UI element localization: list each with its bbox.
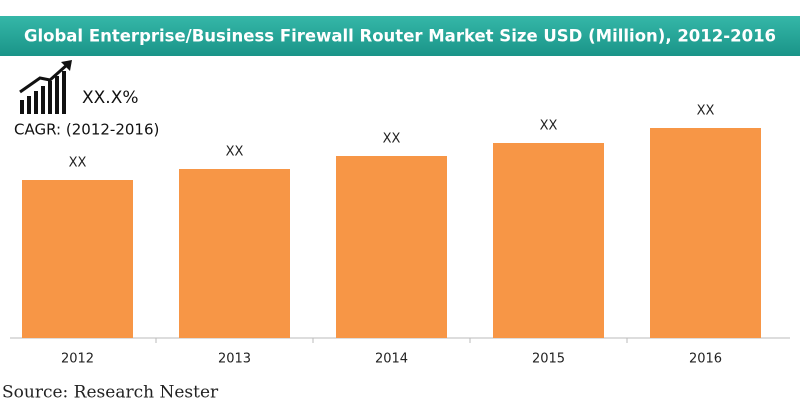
growth-icon bbox=[19, 60, 72, 114]
x-tick-label: 2016 bbox=[689, 352, 722, 367]
value-label: XX bbox=[697, 104, 715, 119]
x-tick-label: 2012 bbox=[61, 352, 94, 367]
bar bbox=[179, 169, 290, 338]
value-label: XX bbox=[383, 132, 401, 147]
value-label: XX bbox=[540, 119, 558, 134]
bar bbox=[650, 128, 761, 338]
bar bbox=[493, 143, 604, 338]
x-tick-label: 2014 bbox=[375, 352, 408, 367]
x-tick-label: 2015 bbox=[532, 352, 565, 367]
cagr-label: CAGR: (2012-2016) bbox=[14, 121, 159, 139]
value-label: XX bbox=[69, 156, 87, 171]
chart-title: Global Enterprise/Business Firewall Rout… bbox=[24, 27, 776, 46]
value-label: XX bbox=[226, 145, 244, 160]
title-banner bbox=[0, 16, 800, 56]
source: Source: Research Nester bbox=[2, 383, 219, 403]
bar bbox=[336, 156, 447, 338]
bar bbox=[22, 180, 133, 338]
x-tick-label: 2013 bbox=[218, 352, 251, 367]
cagr-value: XX.X% bbox=[82, 88, 139, 108]
